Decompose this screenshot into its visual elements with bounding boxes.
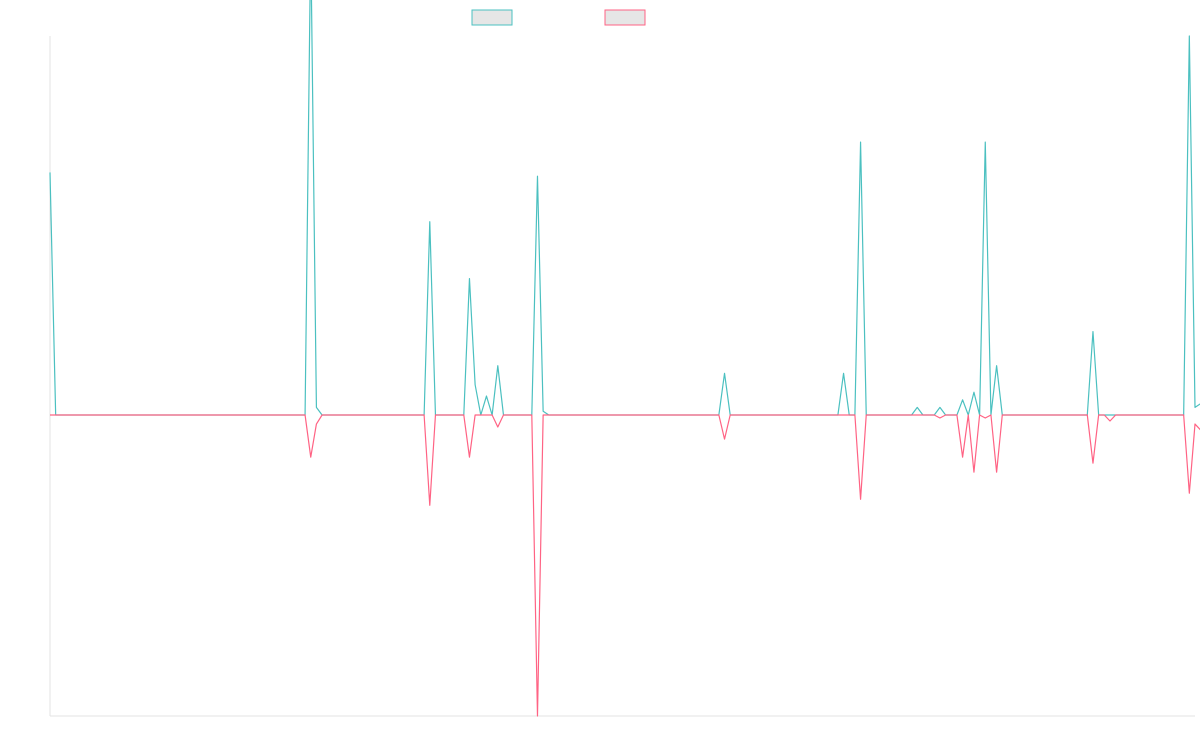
legend-swatch-2[interactable] <box>604 9 646 26</box>
axes <box>49 36 1195 717</box>
legend-swatch-1[interactable] <box>471 9 513 26</box>
series-layer <box>49 0 1200 717</box>
series-line-2 <box>50 414 1200 717</box>
legend[interactable] <box>471 9 646 26</box>
series-line-1 <box>49 0 1200 416</box>
